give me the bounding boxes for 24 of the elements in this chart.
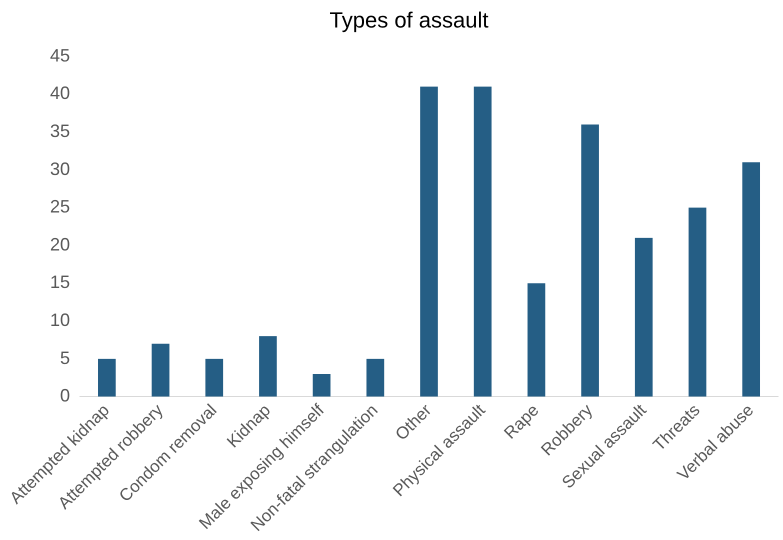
bar bbox=[420, 86, 438, 397]
y-tick-label: 5 bbox=[60, 348, 70, 368]
bar bbox=[152, 344, 170, 397]
chart-title: Types of assault bbox=[330, 7, 488, 32]
y-tick-label: 10 bbox=[50, 310, 70, 330]
bar bbox=[634, 238, 653, 397]
bar bbox=[581, 124, 599, 397]
bar bbox=[98, 358, 116, 397]
y-tick-label: 30 bbox=[50, 158, 70, 179]
y-tick-label: 45 bbox=[50, 45, 70, 66]
y-tick-label: 35 bbox=[50, 120, 70, 141]
bar bbox=[528, 283, 546, 397]
bar bbox=[742, 162, 760, 397]
bar bbox=[312, 374, 330, 397]
y-tick-label: 40 bbox=[50, 83, 70, 104]
y-tick-label: 25 bbox=[50, 196, 70, 217]
bar bbox=[474, 86, 492, 397]
y-tick-label: 20 bbox=[50, 234, 70, 254]
bar bbox=[688, 208, 706, 397]
y-tick-label: 15 bbox=[50, 272, 70, 292]
bar bbox=[366, 358, 384, 397]
y-tick-label: 0 bbox=[60, 386, 70, 406]
bar bbox=[259, 336, 277, 397]
bar bbox=[205, 358, 224, 397]
